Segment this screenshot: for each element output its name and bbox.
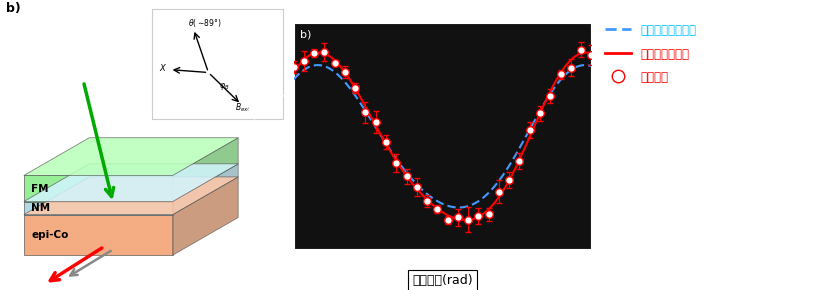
Text: NM: NM — [31, 203, 50, 213]
Legend: これまでのモデル, 本研究のモデル, 実験結果: これまでのモデル, 本研究のモデル, 実験結果 — [601, 20, 700, 88]
Text: $B_{ext}$: $B_{ext}$ — [235, 101, 251, 114]
Text: $X$: $X$ — [160, 62, 168, 73]
Text: b): b) — [6, 2, 21, 15]
Text: $\varphi_B$: $\varphi_B$ — [219, 81, 229, 93]
FancyBboxPatch shape — [152, 9, 283, 119]
Polygon shape — [24, 202, 173, 215]
Polygon shape — [24, 164, 238, 202]
Polygon shape — [24, 177, 238, 215]
Polygon shape — [173, 177, 238, 255]
Text: FM: FM — [31, 184, 49, 193]
Polygon shape — [24, 175, 173, 202]
Polygon shape — [173, 138, 238, 202]
Polygon shape — [24, 138, 238, 175]
Y-axis label: 電圧信号  $V_{2f}$(μV): 電圧信号 $V_{2f}$(μV) — [246, 104, 260, 169]
Text: epi-Co: epi-Co — [31, 230, 69, 240]
Polygon shape — [173, 164, 238, 215]
Text: b): b) — [299, 30, 311, 40]
Polygon shape — [24, 215, 173, 255]
Text: $\theta(\sim\!89°)$: $\theta(\sim\!89°)$ — [188, 17, 221, 29]
Text: 磁場角度(rad): 磁場角度(rad) — [412, 274, 473, 287]
